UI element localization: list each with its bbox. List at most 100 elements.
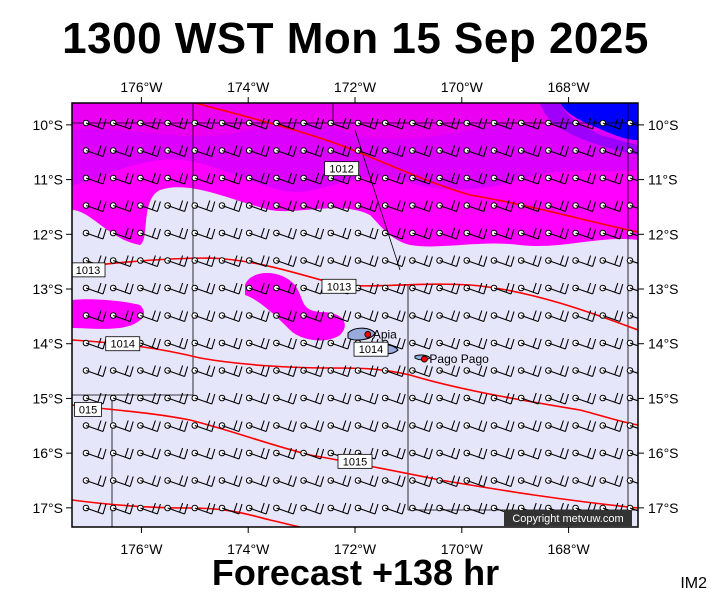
isobar-label: 1014 — [353, 341, 389, 357]
wind-barb — [409, 365, 433, 378]
wind-barb — [137, 475, 161, 488]
wind-barb — [82, 117, 107, 130]
wind-barb — [273, 392, 297, 405]
svg-text:1012: 1012 — [329, 164, 353, 176]
lon-tick-label: 176°W — [120, 79, 163, 95]
wind-barb — [381, 392, 406, 405]
wind-barb — [626, 119, 638, 127]
isobar-labels: 1012 1013 1013 1014 1014 015 1015 — [72, 161, 389, 469]
wind-barb — [137, 200, 161, 213]
wind-barb — [381, 475, 406, 488]
wind-barb — [164, 420, 189, 433]
wind-barb — [545, 365, 569, 378]
lat-tick-label: 17°S — [648, 500, 679, 516]
wind-barb — [191, 310, 216, 323]
lat-tick-label: 15°S — [32, 390, 63, 406]
wind-barb — [463, 282, 488, 295]
wind-barb — [273, 310, 297, 323]
wind-barb — [545, 255, 569, 268]
wind-barb — [490, 447, 515, 460]
wind-barb — [517, 145, 542, 158]
wind-barb — [218, 145, 243, 158]
wind-barb — [572, 117, 597, 130]
place-label: Pago Pago — [429, 352, 489, 366]
wind-barb — [191, 502, 216, 515]
wind-barb — [599, 227, 624, 240]
wind-barb — [572, 392, 597, 405]
wind-barb — [273, 145, 297, 158]
lon-tick-label: 170°W — [441, 541, 484, 557]
lat-tick-label: 16°S — [648, 445, 679, 461]
lon-tick-label: 170°W — [441, 79, 484, 95]
wind-barb — [300, 337, 325, 350]
wind-barb — [517, 282, 542, 295]
wind-barb — [490, 282, 515, 295]
wind-barb — [381, 255, 406, 268]
wind-barb — [82, 282, 107, 295]
lon-tick-label: 168°W — [547, 79, 590, 95]
wind-barb — [463, 145, 488, 158]
wind-barb — [517, 365, 542, 378]
lat-tick-label: 11°S — [34, 172, 63, 188]
wind-barb — [490, 200, 515, 213]
wind-barb — [191, 337, 216, 350]
wind-barb — [545, 200, 569, 213]
wind-barb — [137, 282, 161, 295]
wind-barb — [218, 365, 243, 378]
wind-barb — [436, 475, 461, 488]
wind-barb — [409, 172, 433, 185]
wind-barb — [245, 172, 270, 185]
wind-barb — [463, 447, 488, 460]
isobar-label: 1012 — [324, 161, 360, 177]
wind-barb — [300, 392, 325, 405]
wind-barb — [191, 365, 216, 378]
wind-barb — [463, 310, 488, 323]
wind-barb — [599, 255, 624, 268]
wind-barb — [545, 392, 569, 405]
wind-barb — [218, 200, 243, 213]
wind-barb — [599, 420, 624, 433]
wind-barb — [191, 172, 216, 185]
wind-barb — [82, 145, 107, 158]
wind-barb — [409, 282, 433, 295]
wind-barb — [599, 392, 624, 405]
wind-barb — [545, 117, 569, 130]
wind-barb — [545, 310, 569, 323]
wind-barb — [164, 365, 189, 378]
wind-barb — [572, 420, 597, 433]
wind-barb — [327, 392, 352, 405]
lat-tick-label: 17°S — [32, 500, 63, 516]
wind-barb — [626, 147, 638, 154]
wind-barb — [82, 475, 107, 488]
wind-barb — [137, 227, 161, 240]
wind-barb — [82, 502, 107, 515]
wind-barb — [381, 200, 406, 213]
wind-barb — [164, 475, 189, 488]
wind-barb — [218, 447, 243, 460]
wind-barb — [490, 365, 515, 378]
wind-barb — [327, 337, 352, 350]
wind-barb — [109, 365, 134, 378]
wind-barb — [463, 117, 488, 130]
wind-barb — [109, 117, 134, 130]
wind-barb — [354, 117, 379, 130]
wind-barb — [300, 255, 325, 268]
lat-tick-label: 11°S — [648, 172, 677, 188]
wind-barb — [354, 200, 379, 213]
wind-barb — [245, 447, 270, 460]
place-marker: Apia — [364, 327, 397, 341]
wind-barb — [436, 447, 461, 460]
wind-barb — [409, 255, 433, 268]
lon-tick-label: 174°W — [227, 541, 270, 557]
wind-barb — [218, 420, 243, 433]
wind-barb — [599, 475, 624, 488]
wind-barb — [490, 337, 515, 350]
wind-barb — [137, 255, 161, 268]
wind-barb — [327, 117, 352, 130]
wind-barb — [218, 392, 243, 405]
isobar-1012 — [194, 103, 638, 233]
wind-barb — [109, 172, 134, 185]
wind-barb — [137, 117, 161, 130]
isobar-label: 1013 — [321, 278, 357, 294]
wind-barb — [517, 200, 542, 213]
